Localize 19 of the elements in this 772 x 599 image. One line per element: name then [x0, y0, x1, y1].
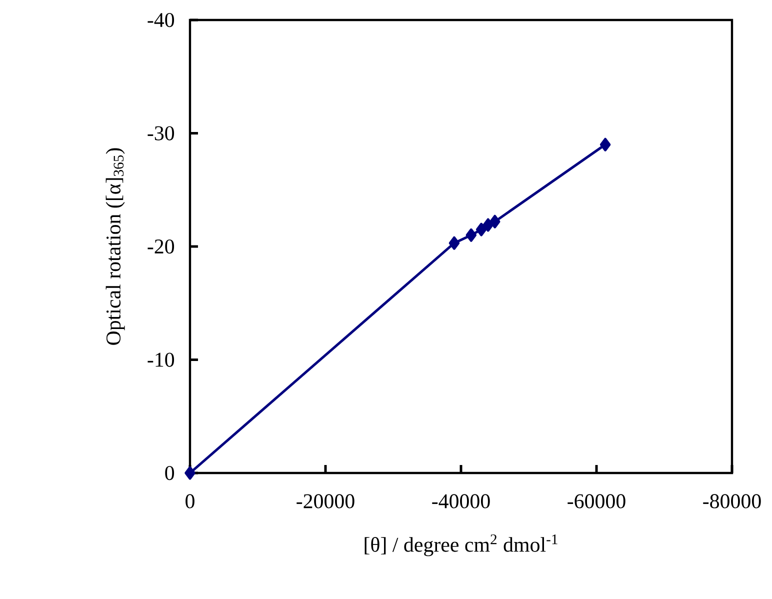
x-tick-label: -80000: [703, 494, 761, 508]
x-tick-label: -20000: [296, 494, 354, 508]
y-tick-label: 0: [165, 466, 174, 480]
point: [490, 214, 500, 228]
y-tick-label: -30: [148, 126, 174, 140]
point: [466, 228, 477, 242]
y-tick-label: -20: [148, 239, 174, 254]
point: [600, 138, 611, 152]
point: [476, 222, 487, 236]
x-axis-title: [θ] / degree cm$^{2}$ dmol$^{-1}$: [364, 534, 558, 556]
x-tick-label: 0: [186, 494, 194, 508]
point: [184, 466, 196, 480]
point: [482, 218, 494, 232]
y-axis-title: Optical rotation ([α]$_{365}$): [106, 148, 125, 345]
y-tick-label: -10: [148, 352, 174, 367]
x-tick-label: -60000: [568, 494, 626, 508]
x-tick-label: -40000: [432, 494, 490, 508]
y-tick-label: -40: [148, 12, 174, 28]
point: [448, 236, 460, 250]
